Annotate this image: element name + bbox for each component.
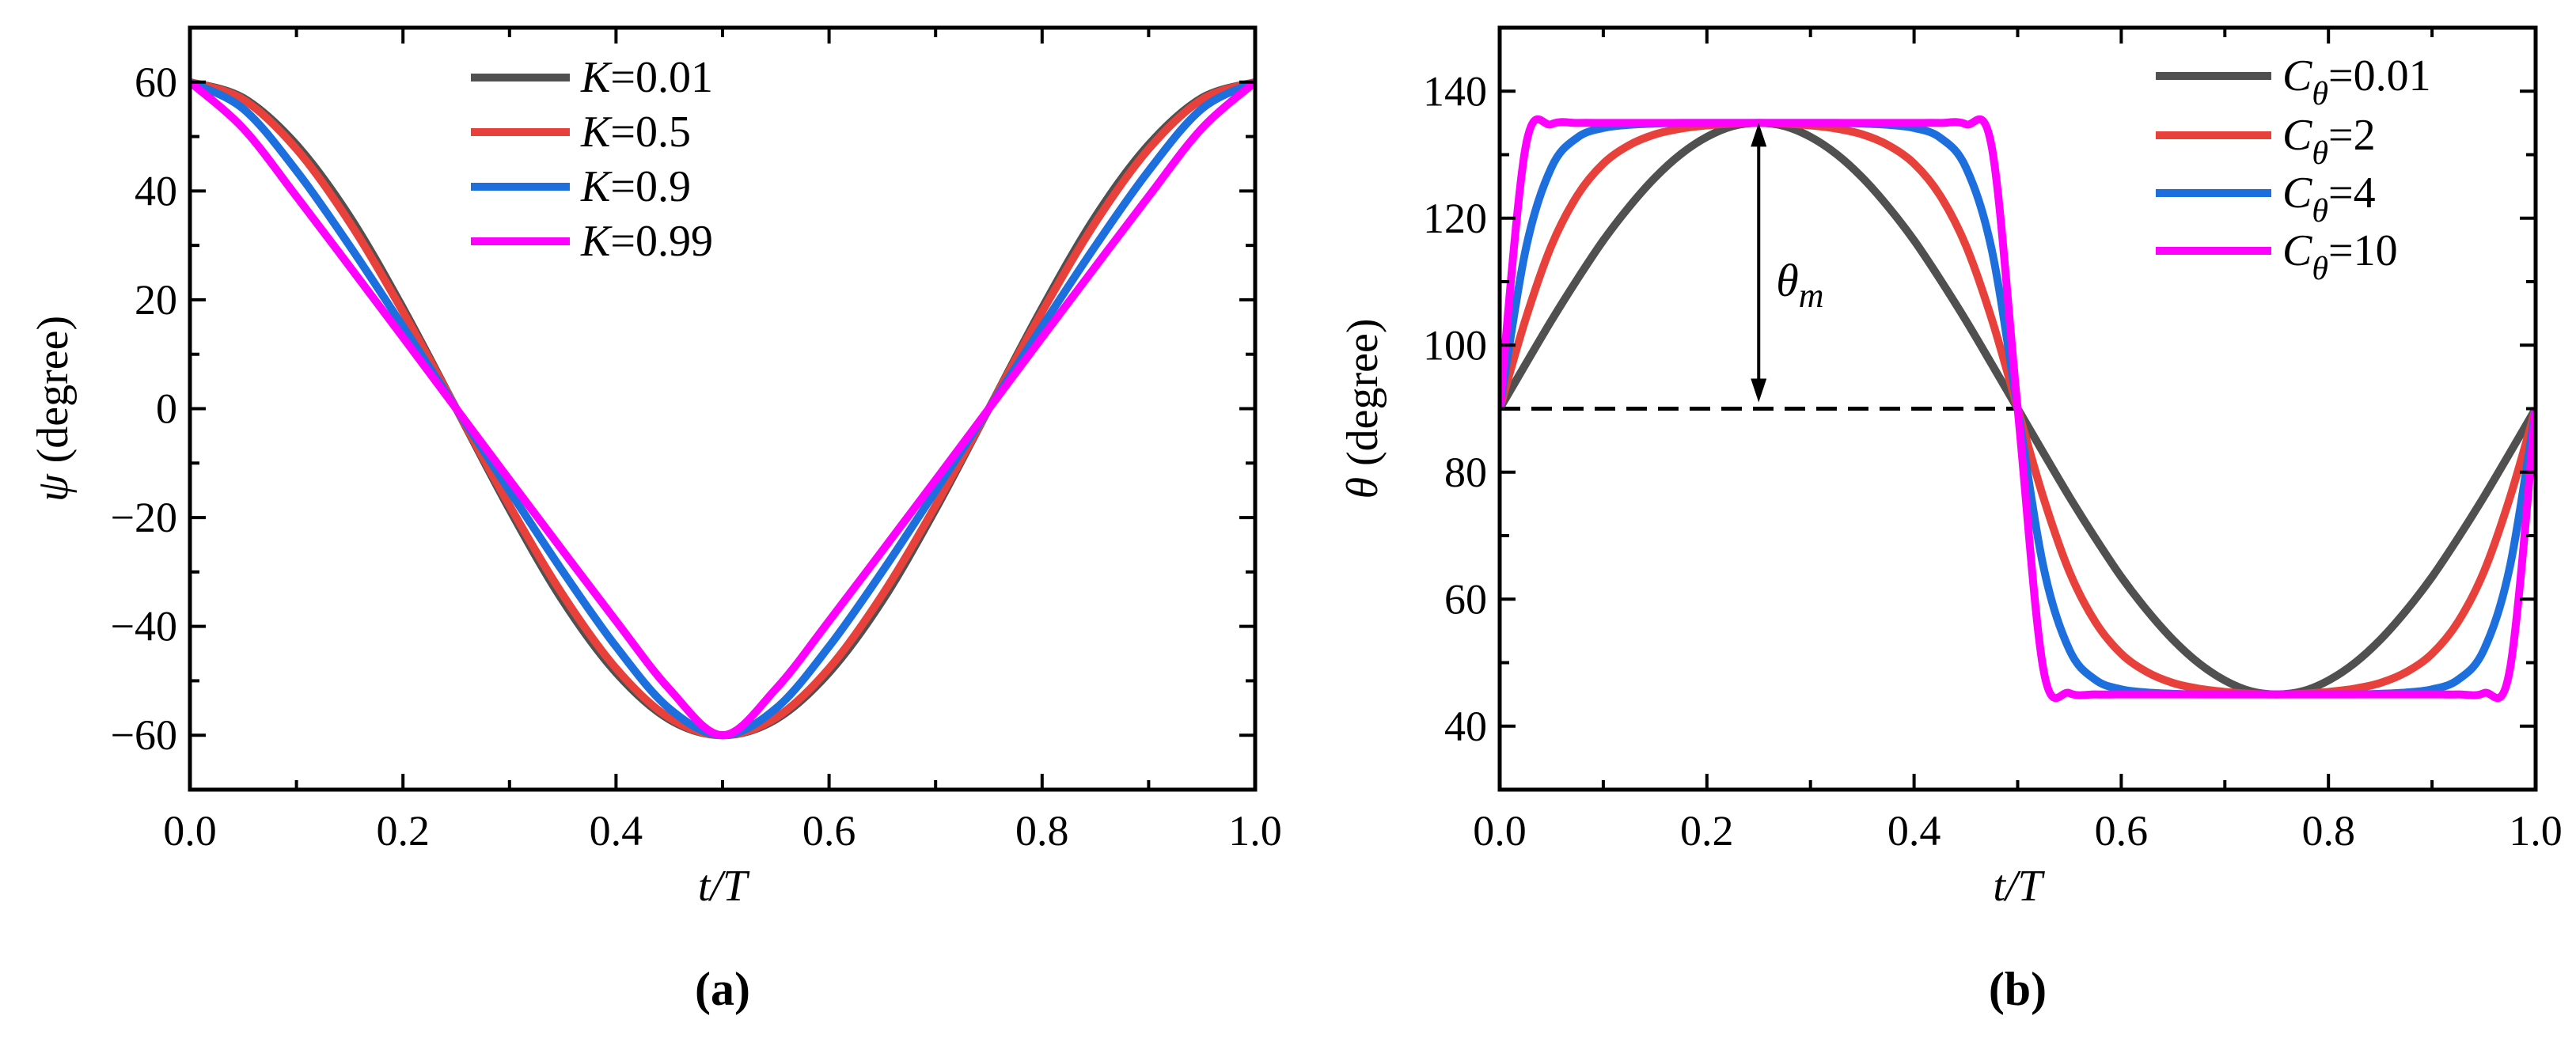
legend-item-1: Cθ=2 [2156,111,2376,172]
legend-label: K=0.5 [580,108,691,157]
legend-value: =0.9 [610,162,691,211]
legend-subscript: θ [2312,135,2328,172]
arrow-head-down-icon [1751,378,1767,403]
legend-symbol: C [2282,169,2312,218]
series-line-1 [190,78,1255,740]
y-tick-label: 140 [1423,67,1487,115]
x-axis-label: t/T [1993,862,2045,911]
legend-symbol: K [580,162,613,211]
y-axis-symbol: θ [1338,477,1387,499]
series-line-0 [190,78,1255,740]
legend-value: =0.5 [610,108,691,157]
legend-value: =4 [2328,169,2376,218]
y-tick-label: 40 [135,167,177,214]
annotation-symbol: θ [1776,255,1799,306]
y-tick-label: 80 [1444,449,1487,496]
legend-value: =0.01 [2328,51,2431,100]
legend-label: Cθ=2 [2282,111,2376,172]
panel-label: (a) [695,963,750,1015]
chart-panel-a: 0.0 0.2 0.4 0.6 0.8 1.0 −60 −40 −20 0 20 40 60 t/T ψ (… [28,25,1282,1015]
legend-label: Cθ=0.01 [2282,51,2431,112]
x-tick-label: 0.2 [1680,807,1734,855]
x-tick-label: 0.6 [802,807,856,855]
x-tick-label: 0.0 [163,807,217,855]
x-tick-label: 1.0 [2509,807,2563,855]
y-tick-label: 40 [1444,703,1487,750]
y-axis-unit: (degree) [28,316,78,475]
legend-symbol: K [580,53,613,102]
y-tick-label: −20 [111,494,177,541]
x-tick-label: 0.2 [376,807,430,855]
legend-item-2: K=0.9 [471,162,691,211]
y-tick-label: 60 [1444,575,1487,623]
legend-symbol: K [580,108,613,157]
x-tick-label: 0.8 [1015,807,1069,855]
legend-symbol: C [2282,51,2312,100]
legend-value: =0.99 [610,217,713,266]
legend-symbol: C [2282,111,2312,160]
x-tick-label: 0.4 [590,807,643,855]
legend-item-2: Cθ=4 [2156,169,2376,229]
panel-label: (b) [1989,963,2047,1015]
legend-label: Cθ=10 [2282,226,2398,287]
legend: K=0.01K=0.5K=0.9K=0.99 [471,53,713,266]
legend-value: =2 [2328,111,2376,160]
x-tick-label: 0.6 [2095,807,2149,855]
x-tick-label: 1.0 [1228,807,1282,855]
y-axis-unit: (degree) [1338,318,1387,477]
legend-symbol: C [2282,226,2312,275]
legend-value: =10 [2328,226,2398,275]
legend-subscript: θ [2312,76,2328,112]
legend-subscript: θ [2312,193,2328,229]
x-tick-label: 0.4 [1887,807,1941,855]
x-tick-label: 0.8 [2301,807,2355,855]
annotation-theta-m: θm [1776,255,1823,315]
y-axis-label: ψ (degree) [28,316,78,502]
y-axis-symbol: ψ [28,473,78,502]
y-tick-label: 120 [1423,195,1487,242]
arrow-head-up-icon [1751,123,1767,147]
legend-label: Cθ=4 [2282,169,2376,229]
y-tick-label: −40 [111,603,177,650]
legend-label: K=0.9 [580,162,691,211]
y-tick-label: 100 [1423,321,1487,369]
series-line-3 [190,78,1255,740]
legend-value: =0.01 [610,53,713,102]
legend-subscript: θ [2312,251,2328,287]
plot-frame [188,25,1258,792]
annotation-subscript: m [1799,276,1824,315]
y-tick-label: 0 [156,385,177,433]
y-tick-label: −60 [111,711,177,759]
legend-item-0: Cθ=0.01 [2156,51,2431,112]
chart-panel-b: θm0.0 0.2 0.4 0.6 0.8 1.0406080100120140t/Tθ … [1338,25,2563,1015]
legend-item-1: K=0.5 [471,108,691,157]
series-line-3 [1500,115,2536,703]
legend-item-3: Cθ=10 [2156,226,2398,287]
y-tick-label: 20 [135,276,177,324]
legend-label: K=0.01 [580,53,713,102]
series-line-2 [190,78,1255,740]
y-tick-label: 60 [135,59,177,106]
x-tick-label: 0.0 [1473,807,1527,855]
legend-item-3: K=0.99 [471,217,713,266]
y-axis-label: θ (degree) [1338,318,1387,498]
legend-symbol: K [580,217,613,266]
legend-item-0: K=0.01 [471,53,713,102]
x-axis-label: t/T [698,862,750,911]
legend-label: K=0.99 [580,217,713,266]
